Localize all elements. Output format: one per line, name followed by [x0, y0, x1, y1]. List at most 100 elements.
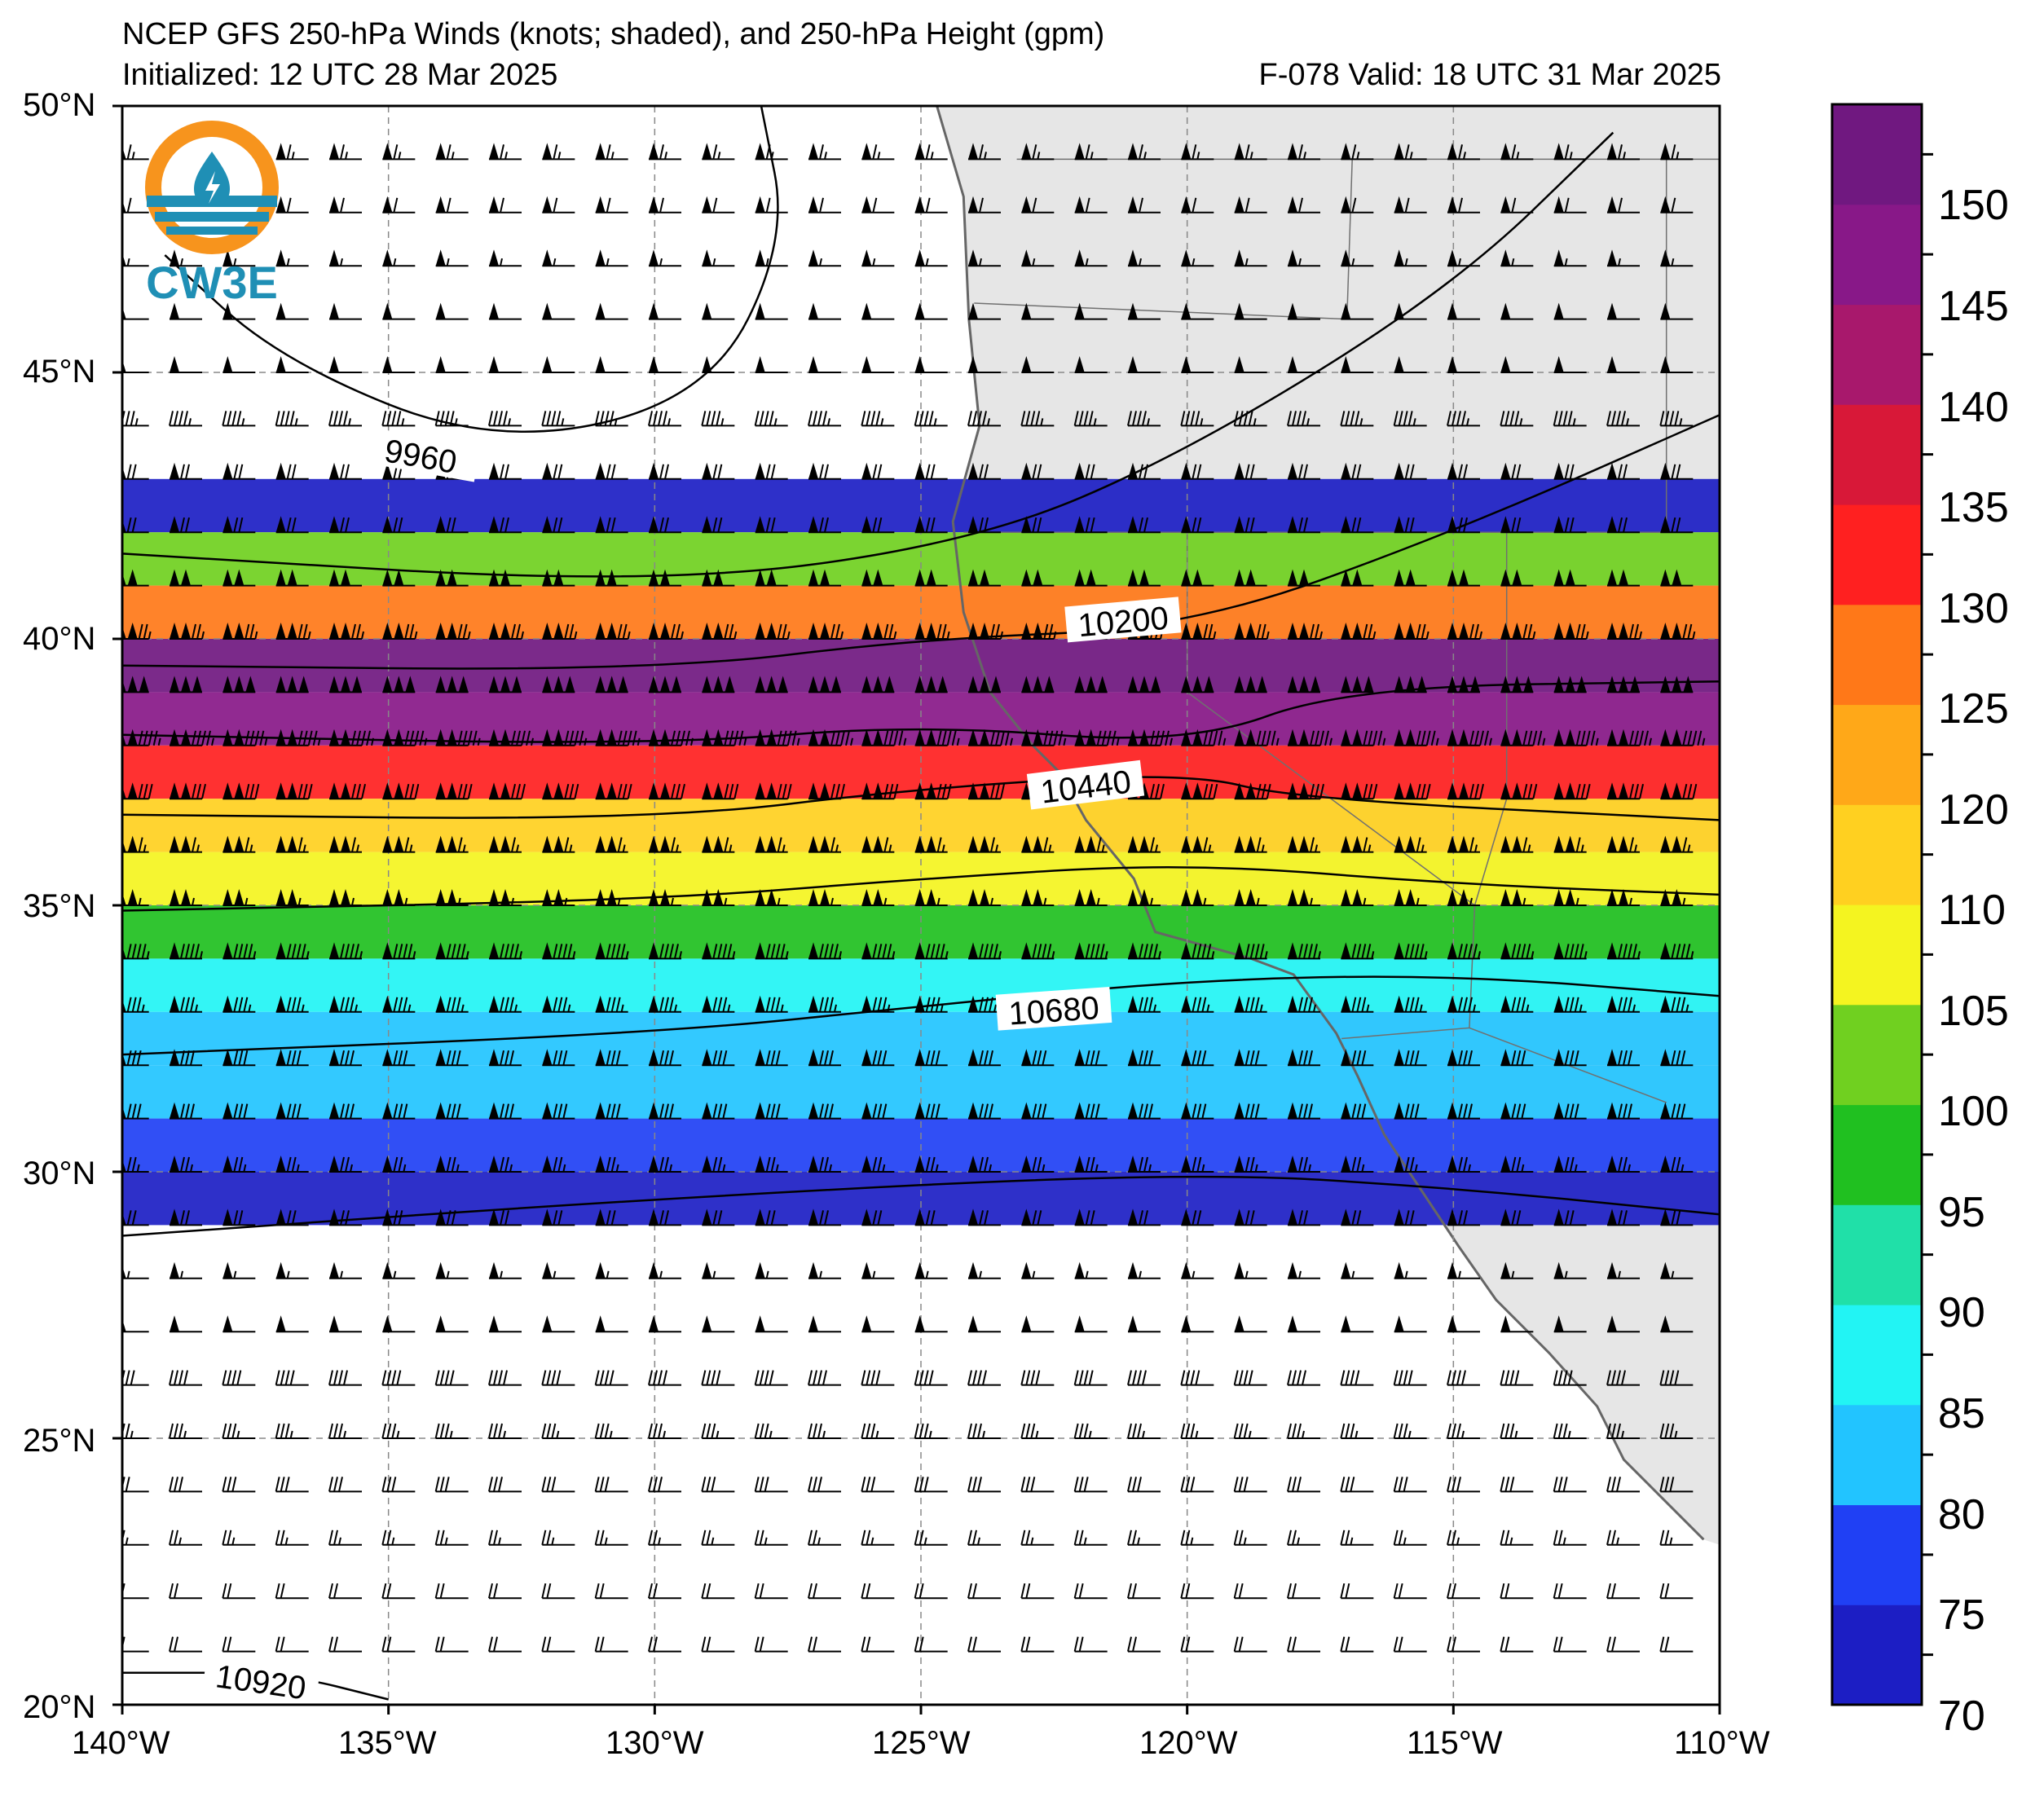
- wind-barb: [648, 1370, 681, 1386]
- wind-barb: [1180, 411, 1214, 427]
- wind-barb: [1074, 569, 1108, 587]
- wind-barb: [542, 249, 575, 267]
- cbar-label-110: 110: [1938, 887, 2006, 934]
- wind-barb: [329, 1102, 362, 1120]
- wind-barb: [594, 411, 628, 427]
- wind-barb: [1020, 1530, 1055, 1546]
- wind-barb: [122, 623, 152, 640]
- wind-barb: [1021, 1315, 1055, 1333]
- wind-barb: [435, 835, 469, 853]
- wind-barb: [1021, 942, 1055, 960]
- wind-barb: [1341, 729, 1386, 746]
- wind-barb: [1234, 889, 1267, 906]
- wind-barb: [1553, 516, 1587, 534]
- wind-barb: [434, 1583, 469, 1600]
- wind-barb: [808, 889, 841, 906]
- wind-barb: [754, 1370, 788, 1386]
- wind-barb: [1500, 569, 1534, 587]
- wind-barb: [1607, 1261, 1640, 1279]
- wind-barb: [1606, 411, 1640, 427]
- wind-barb: [1234, 782, 1271, 800]
- wind-barb: [1447, 196, 1480, 213]
- wind-barb: [169, 1423, 202, 1439]
- wind-barb: [1553, 1156, 1587, 1173]
- wind-barb: [1606, 1583, 1640, 1600]
- wind-barb: [1660, 995, 1694, 1013]
- wind-barb: [1607, 623, 1642, 640]
- wind-barb: [1394, 462, 1427, 480]
- wind-barb: [914, 889, 948, 906]
- logo-text: CW3E: [146, 257, 278, 308]
- wind-barb: [382, 143, 416, 161]
- wind-barb: [1288, 729, 1333, 746]
- wind-barb: [489, 356, 522, 373]
- wind-barb: [1180, 1370, 1214, 1386]
- wind-barb: [1660, 1315, 1694, 1333]
- cbar-label-130: 130: [1938, 585, 2009, 632]
- wind-barb: [1607, 1049, 1640, 1067]
- wind-barb: [1021, 1102, 1055, 1120]
- wind-barb: [1447, 302, 1480, 320]
- wind-barb: [1288, 196, 1320, 213]
- height-contour-10320: [122, 680, 1720, 743]
- wind-barb: [649, 462, 681, 480]
- wind-barb: [542, 302, 575, 320]
- wind-barb: [1553, 1315, 1587, 1333]
- wind-barb: [275, 835, 309, 853]
- wind-barb: [1021, 143, 1055, 161]
- wind-barb: [702, 1102, 735, 1120]
- wind-barb: [808, 676, 841, 693]
- wind-barb: [1073, 1477, 1108, 1493]
- wind-barb: [1553, 995, 1587, 1013]
- wind-barb: [1021, 729, 1067, 746]
- wind-barb: [1500, 516, 1534, 534]
- wind-barb: [754, 1583, 788, 1600]
- wind-barb: [1234, 835, 1267, 853]
- wind-barb: [754, 1636, 788, 1653]
- wind-barb: [329, 356, 362, 373]
- wind-barb: [1447, 1208, 1480, 1226]
- wind-barb: [1181, 462, 1214, 480]
- wind-barb: [861, 411, 895, 427]
- wind-barb: [1021, 1156, 1055, 1173]
- wind-barb: [1020, 1477, 1055, 1493]
- wind-barb: [382, 569, 416, 587]
- wind-barb: [1234, 1208, 1267, 1226]
- wind-barb: [1021, 835, 1055, 853]
- wind-barb: [275, 196, 309, 213]
- wind-barb: [754, 1477, 788, 1493]
- wind-barb: [1447, 676, 1480, 693]
- wind-barb: [1447, 1636, 1480, 1653]
- cbar-label-80: 80: [1938, 1491, 1985, 1538]
- wind-barb: [1128, 835, 1161, 853]
- wind-barb: [808, 1315, 841, 1333]
- wind-barb: [702, 835, 735, 853]
- wind-barb: [967, 1423, 1001, 1439]
- wind-barb: [1127, 1370, 1161, 1386]
- wind-barb: [649, 1315, 681, 1333]
- wind-barb: [1128, 516, 1161, 534]
- wind-barb: [1447, 356, 1480, 373]
- wind-barb: [1341, 143, 1374, 161]
- wind-barb: [275, 462, 309, 480]
- wind-barb: [595, 1102, 628, 1120]
- wind-barb: [1607, 356, 1640, 373]
- wind-barb: [435, 143, 469, 161]
- wind-barb: [1553, 302, 1587, 320]
- wind-barb: [1340, 1636, 1374, 1653]
- wind-barb: [1606, 1636, 1640, 1653]
- wind-barb: [222, 249, 256, 267]
- lat-label-30: 30°N: [23, 1156, 96, 1191]
- wind-barb: [382, 1049, 416, 1067]
- wind-barb: [434, 1636, 469, 1653]
- wind-barb: [1288, 1261, 1320, 1279]
- wind-barb: [170, 995, 202, 1013]
- wind-barb: [1073, 1423, 1108, 1439]
- wind-barb: [489, 143, 522, 161]
- wind-barb: [1394, 623, 1429, 640]
- wind-barbs: [122, 143, 1706, 1653]
- wind-barb: [542, 462, 575, 480]
- wind-barb: [222, 1049, 256, 1067]
- wind-barb: [1394, 356, 1427, 373]
- wind-barb: [1500, 1049, 1534, 1067]
